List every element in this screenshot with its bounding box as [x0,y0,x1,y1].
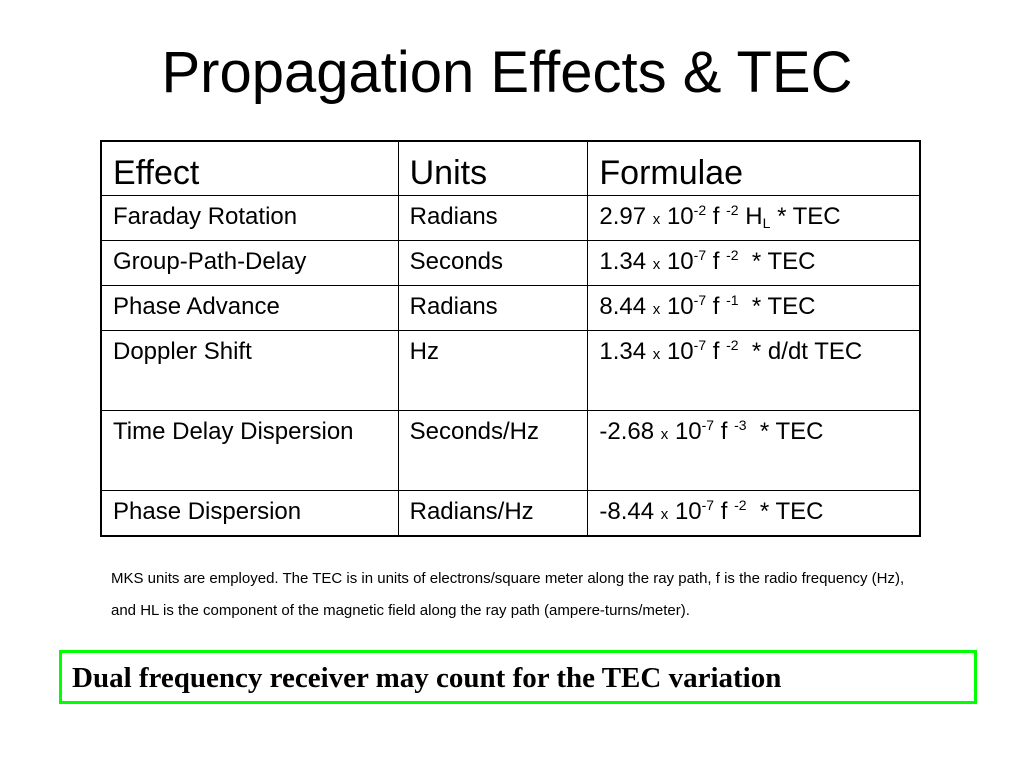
table-row: Phase Advance Radians 8.44 x 10-7 f -1 *… [100,285,921,331]
formula-cell: -2.68 x 10-7 f -3 * TEC [587,410,921,491]
propagation-effects-table: Effect Units Formulae Faraday Rotation R… [100,140,921,537]
formula-times: x [652,256,661,273]
formula-tail: * d/dt TEC [751,338,863,365]
table-header-row: Effect Units Formulae [100,140,921,196]
formula-f: f [712,293,720,320]
formula-f: f [712,338,720,365]
formula-times: x [660,426,669,443]
units-cell: Radians/Hz [397,490,589,536]
units-cell: Radians [397,195,589,241]
header-units: Units [397,140,589,196]
formula-times: x [660,506,669,523]
formula-exponent: -2 [693,202,707,218]
table-row: Phase Dispersion Radians/Hz -8.44 x 10-7… [100,490,921,536]
formula-exponent: -7 [693,337,707,353]
formula-times: x [652,211,661,228]
formula-base: 10 [666,338,694,365]
formula-tail: * TEC [759,418,824,445]
formula-base: 10 [674,498,702,525]
formula-coefficient: -8.44 [599,498,655,525]
formula-cell: 8.44 x 10-7 f -1 * TEC [587,285,921,331]
units-cell: Radians [397,285,589,331]
formula-times: x [652,301,661,318]
formula-cell: 1.34 x 10-7 f -2 * TEC [587,240,921,286]
formula-times: x [652,346,661,363]
formula-exponent: -7 [701,497,715,513]
formula-coefficient: 8.44 [599,293,647,320]
formula-exponent: -7 [693,247,707,263]
table-row: Group-Path-Delay Seconds 1.34 x 10-7 f -… [100,240,921,286]
units-cell: Hz [397,330,589,411]
effect-cell: Group-Path-Delay [100,240,399,286]
header-effect: Effect [100,140,399,196]
formula-exponent: -7 [693,292,707,308]
formula-f: f [712,203,720,230]
callout-box: Dual frequency receiver may count for th… [59,650,977,704]
table-row: Faraday Rotation Radians 2.97 x 10-2 f -… [100,195,921,241]
formula-base: 10 [666,293,694,320]
formula-h-subscript: L [762,215,771,231]
formula-f: f [712,248,720,275]
formula-cell: -8.44 x 10-7 f -2 * TEC [587,490,921,536]
formula-tail: * TEC [777,203,841,230]
formula-f: f [720,498,728,525]
formula-exponent: -7 [701,417,715,433]
units-cell: Seconds [397,240,589,286]
formula-base: 10 [674,418,702,445]
effect-cell: Time Delay Dispersion [100,410,399,491]
units-note: MKS units are employed. The TEC is in un… [111,570,905,619]
formula-cell: 2.97 x 10-2 f -2 HL * TEC [587,195,921,241]
slide-title: Propagation Effects & TEC [161,40,853,105]
effect-cell: Doppler Shift [100,330,399,411]
formula-f: f [720,418,728,445]
formula-base: 10 [666,203,694,230]
formula-tail: * TEC [751,248,816,275]
formula-cell: 1.34 x 10-7 f -2 * d/dt TEC [587,330,921,411]
formula-f-exponent: -3 [734,417,747,433]
formula-coefficient: 1.34 [599,338,647,365]
formula-coefficient: 1.34 [599,248,647,275]
units-cell: Seconds/Hz [397,410,589,491]
formula-tail: * TEC [759,498,824,525]
formula-tail: * TEC [751,293,816,320]
formula-f-exponent: -2 [726,202,739,218]
formula-f-exponent: -1 [726,292,739,308]
formula-f-exponent: -2 [734,497,747,513]
effect-cell: Faraday Rotation [100,195,399,241]
formula-coefficient: -2.68 [599,418,655,445]
formula-f-exponent: -2 [726,337,739,353]
formula-base: 10 [666,248,694,275]
effect-cell: Phase Advance [100,285,399,331]
formula-f-exponent: -2 [726,247,739,263]
formula-coefficient: 2.97 [599,203,647,230]
effect-cell: Phase Dispersion [100,490,399,536]
table-row: Doppler Shift Hz 1.34 x 10-7 f -2 * d/dt… [100,330,921,411]
header-formulae: Formulae [587,140,921,196]
formula-h: H [745,203,763,230]
table-row: Time Delay Dispersion Seconds/Hz -2.68 x… [100,410,921,491]
